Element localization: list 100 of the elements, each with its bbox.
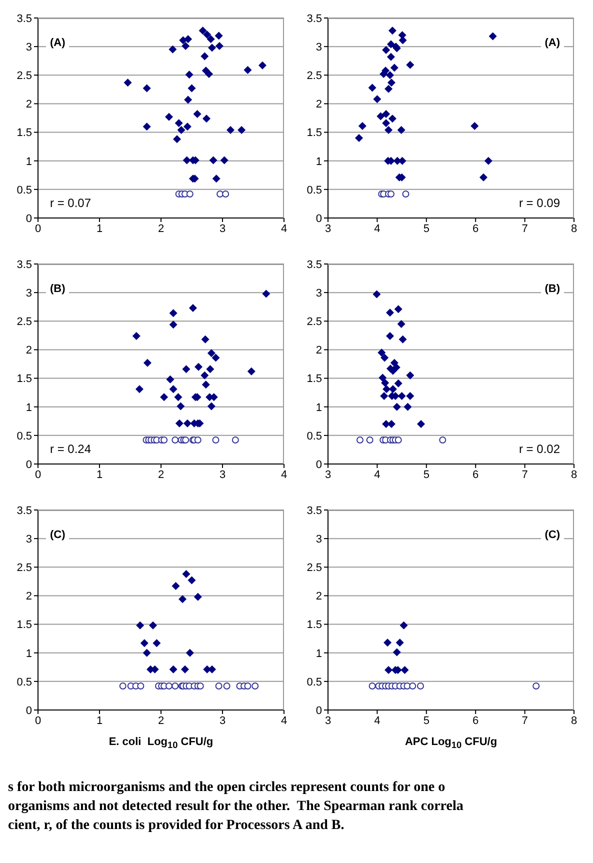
- point: [188, 304, 197, 312]
- point: [368, 84, 376, 92]
- y-tick-label: 3: [26, 287, 32, 300]
- point: [119, 682, 126, 690]
- x-axis-title: APC Log$_{10}$ CFU/g: [404, 736, 498, 750]
- point: [184, 96, 192, 104]
- x-tick-label: 4: [280, 714, 288, 727]
- point: [378, 348, 386, 357]
- point: [252, 682, 259, 690]
- x-tick-label: 4: [280, 468, 288, 481]
- x-tick-label: 8: [570, 714, 578, 727]
- point: [244, 682, 252, 690]
- y-tick-label: 2: [26, 590, 32, 603]
- text: organisms and not detected result for the other. The Spearman rank correla: [8, 798, 464, 816]
- y-tick-label: 1.5: [306, 373, 322, 386]
- point: [186, 648, 194, 657]
- point: [172, 582, 180, 590]
- point: [238, 126, 246, 134]
- y-tick-label: 0: [316, 212, 322, 225]
- point: [206, 35, 215, 44]
- x-tick-label: 3: [324, 222, 332, 235]
- annotation: r = 0.07: [46, 196, 96, 210]
- point: [178, 595, 187, 604]
- point: [366, 436, 374, 444]
- point: [382, 110, 390, 118]
- y-tick-label: 3: [316, 41, 322, 54]
- point: [136, 621, 144, 630]
- point: [387, 78, 396, 87]
- point: [382, 119, 390, 128]
- text: s for both microorganisms and the open circles represent counts for one o: [8, 779, 446, 798]
- point: [196, 682, 204, 690]
- point: [194, 362, 203, 371]
- point: [384, 126, 393, 134]
- point: [409, 682, 416, 690]
- point: [380, 354, 389, 362]
- y-tick-label: 2: [316, 590, 322, 603]
- point: [372, 290, 381, 298]
- x-tick-label: 7: [522, 222, 528, 235]
- x-axis-title: E. coli Log$_{10}$ CFU/g: [108, 736, 214, 750]
- x-tick-label: 6: [472, 714, 479, 727]
- point: [201, 335, 210, 344]
- point: [208, 44, 216, 52]
- point: [160, 393, 168, 402]
- point: [137, 682, 144, 690]
- point: [380, 392, 388, 400]
- y-tick-label: 3.5: [16, 12, 32, 25]
- y-tick-label: 0: [26, 704, 32, 717]
- y-tick-label: 0.5: [16, 184, 32, 196]
- point: [135, 385, 144, 394]
- y-tick-label: 0.5: [306, 676, 322, 688]
- y-tick-label: 0.5: [306, 184, 322, 196]
- x-tick-label: 6: [472, 222, 479, 235]
- point: [400, 621, 408, 630]
- y-tick-label: 2.5: [16, 70, 32, 82]
- y-tick-label: 0: [26, 212, 32, 225]
- point: [386, 52, 395, 61]
- x-tick-label: 3: [219, 468, 226, 481]
- y-tick-label: 0: [26, 458, 32, 471]
- x-tick-label: 7: [522, 468, 528, 481]
- point: [394, 305, 402, 314]
- point: [258, 61, 266, 70]
- point: [198, 26, 207, 35]
- point: [200, 371, 209, 380]
- point: [226, 126, 234, 134]
- y-tick-label: 3: [26, 533, 32, 546]
- point: [207, 349, 216, 358]
- x-tick-label: 1: [96, 468, 103, 481]
- point: [172, 135, 181, 144]
- point: [206, 365, 214, 374]
- y-tick-label: 0.5: [16, 676, 32, 688]
- y-tick-label: 1.5: [16, 373, 32, 386]
- point: [416, 682, 424, 690]
- point: [212, 436, 220, 444]
- annotation: r = 0.09: [514, 196, 564, 210]
- point: [214, 32, 223, 40]
- point: [394, 436, 402, 444]
- point: [200, 52, 209, 60]
- point: [176, 402, 185, 410]
- point: [376, 112, 385, 120]
- point: [184, 35, 192, 44]
- point: [484, 156, 492, 165]
- point: [175, 419, 184, 428]
- annotation: r = 0.02: [514, 442, 564, 456]
- point: [439, 436, 446, 444]
- x-tick-label: 4: [374, 714, 380, 727]
- point: [404, 402, 412, 411]
- point: [247, 367, 256, 376]
- point: [186, 190, 194, 198]
- y-tick-label: 2.5: [306, 562, 322, 574]
- point: [202, 114, 211, 123]
- x-tick-label: 2: [158, 222, 164, 235]
- x-tick-label: 6: [472, 468, 479, 481]
- point: [402, 190, 410, 198]
- point: [386, 332, 394, 340]
- y-tick-label: 3.5: [16, 504, 32, 517]
- point: [182, 42, 190, 50]
- point: [169, 309, 178, 318]
- y-tick-label: 1.5: [306, 619, 322, 632]
- y-tick-label: 1: [26, 402, 32, 414]
- y-tick-label: 3.5: [306, 258, 322, 271]
